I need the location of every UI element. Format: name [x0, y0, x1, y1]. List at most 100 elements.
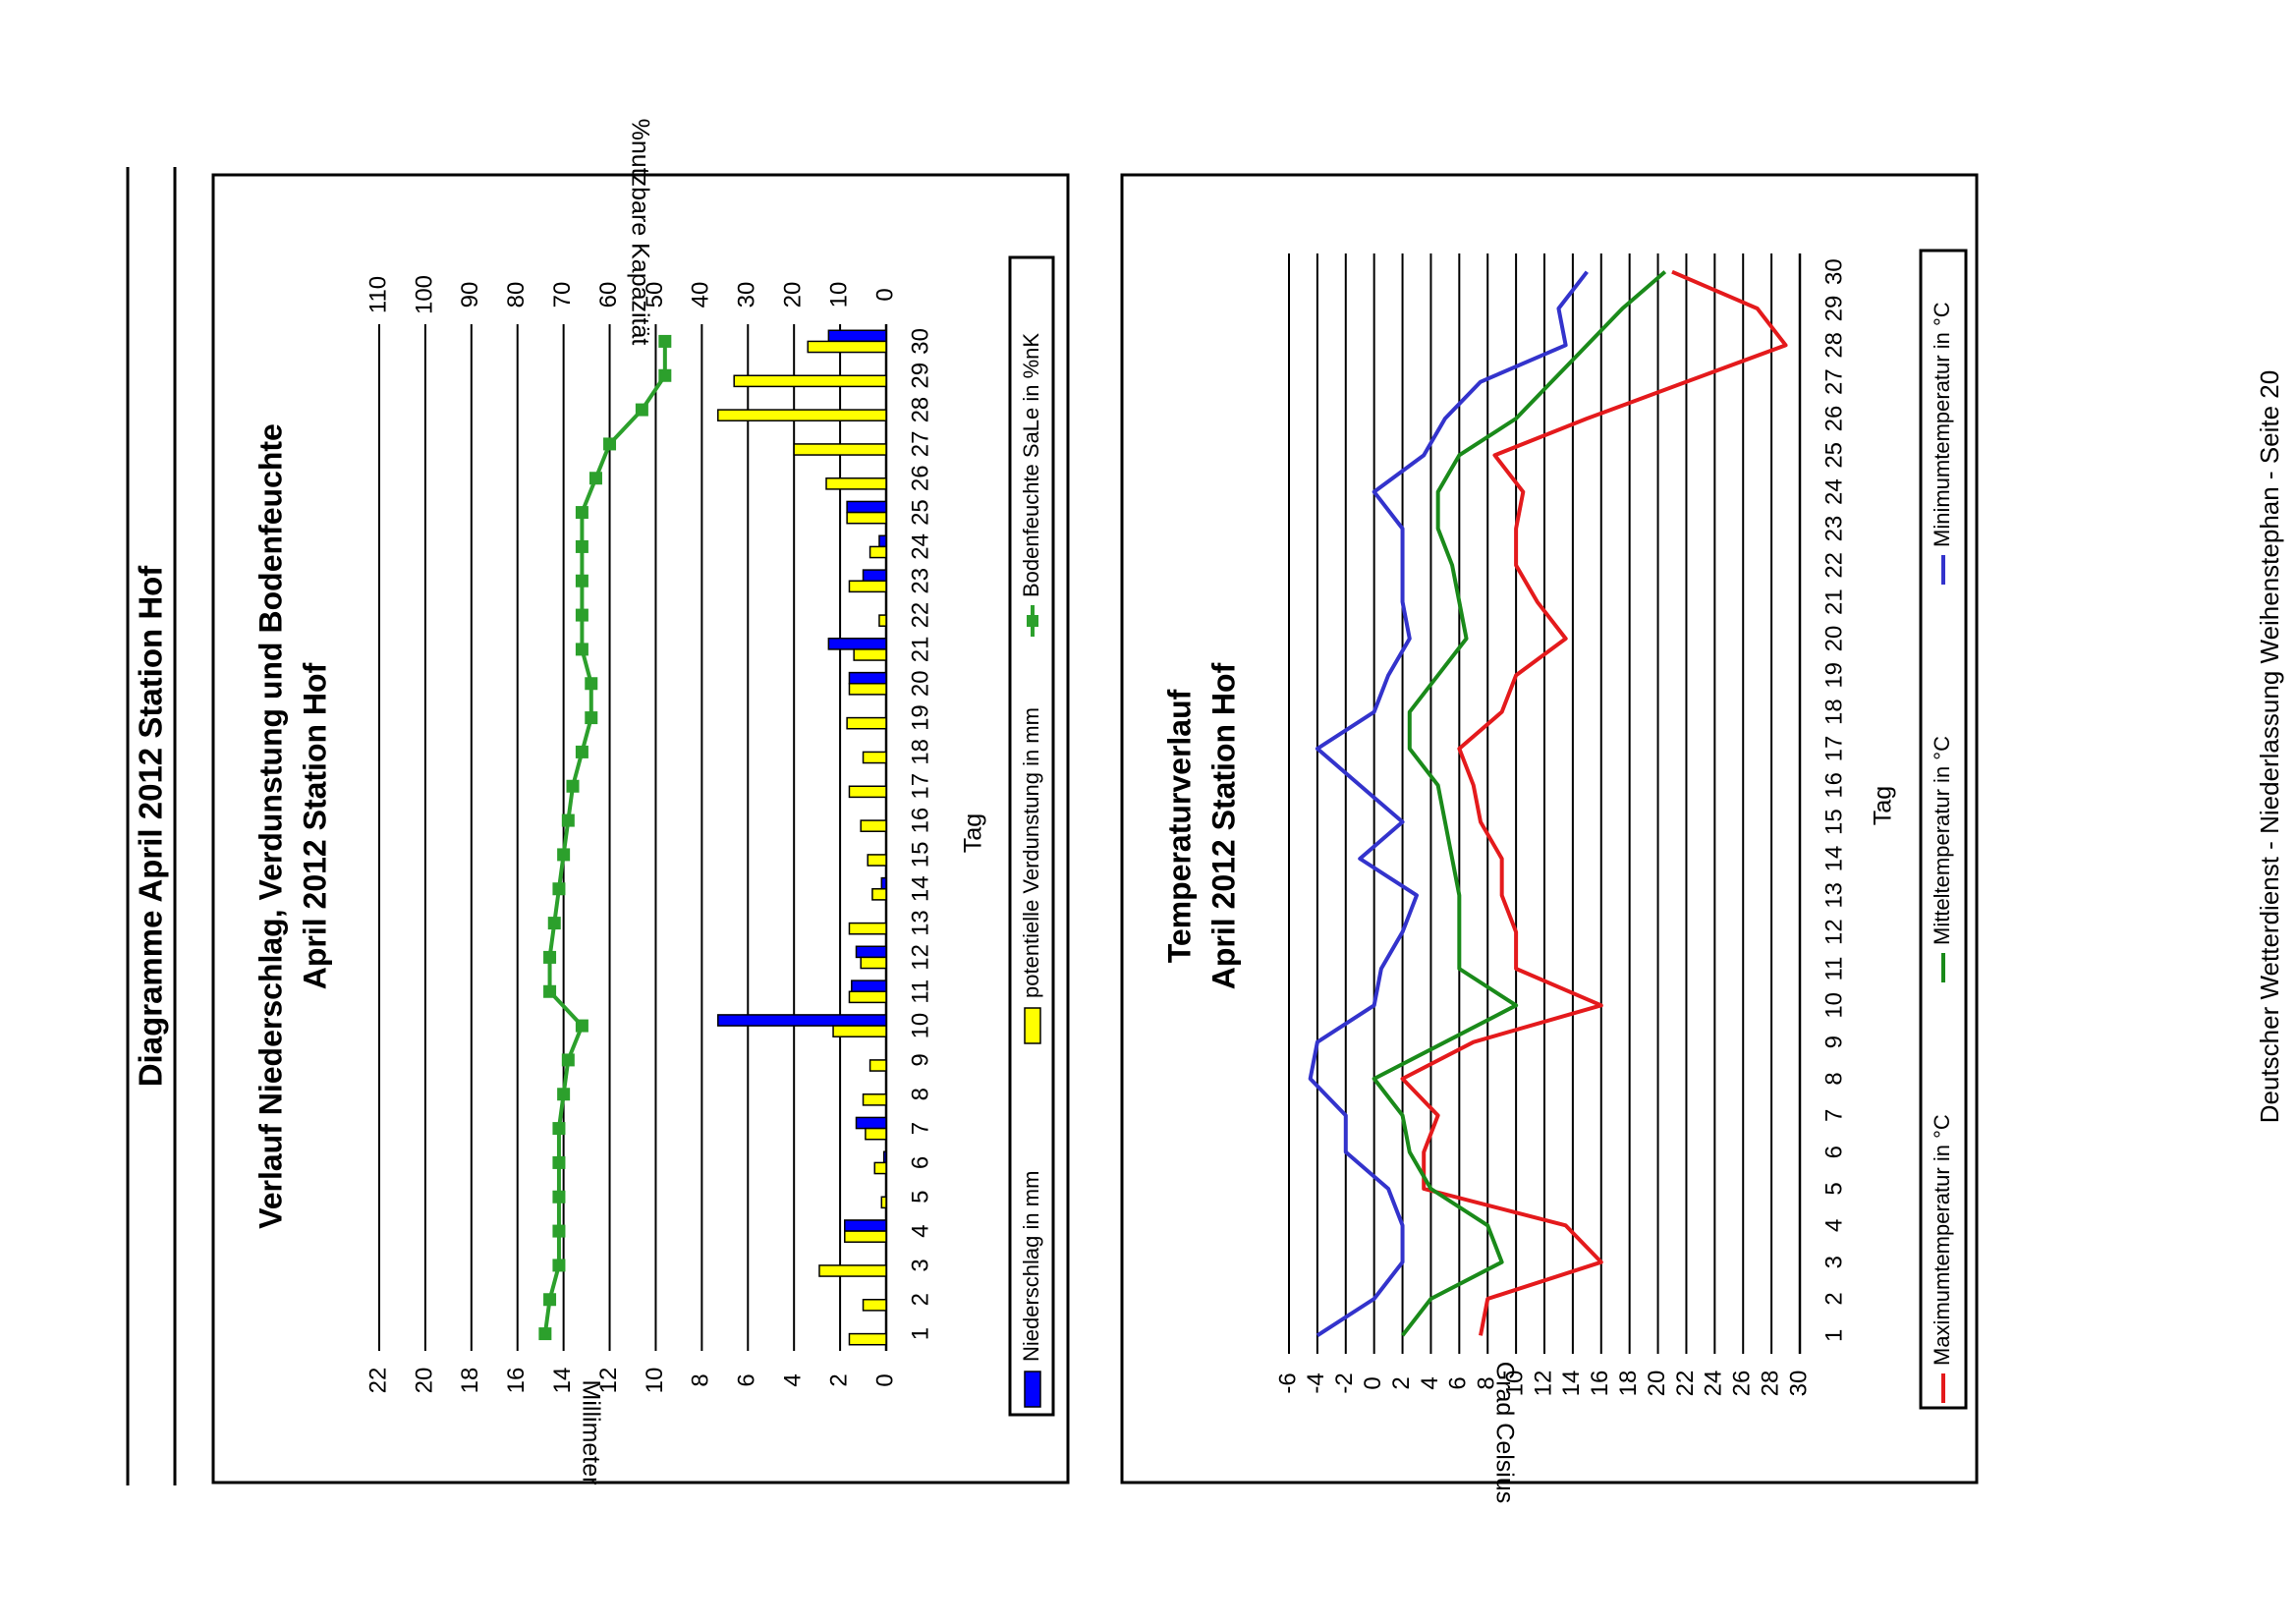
chart2-x-tick-label: 24: [1820, 478, 1847, 505]
legend-label-tmax: Maximumtemperatur in °C: [1930, 1114, 1954, 1366]
chart1-bar-verdunstung: [717, 409, 887, 421]
chart1-bar-verdunstung: [848, 683, 887, 696]
chart2-x-tick-label: 12: [1820, 919, 1847, 945]
chart1-x-tick-label-group: 29: [907, 363, 933, 389]
chart1-y-right-tick-label: 100: [411, 275, 437, 314]
chart1-x-tick-label: 27: [907, 431, 933, 458]
chart2-y-tick-label-group: 4: [1417, 1376, 1443, 1389]
chart2-x-tick-label: 30: [1820, 258, 1847, 285]
chart1-y-right-tick-label: 110: [364, 276, 391, 313]
chart2-y-tick-label-group: -4: [1303, 1372, 1329, 1393]
chart1-y-right-tick-label-group: 50: [642, 282, 668, 308]
legend-label-bodenfeuchte: Bodenfeuchte SaLe in %nK: [1019, 333, 1043, 597]
chart2-x-tick-label-group: 15: [1820, 809, 1847, 835]
chart1-x-tick-label: 9: [907, 1053, 933, 1066]
chart1-x-tick-label: 19: [907, 704, 933, 731]
chart1-y-left-tick-label-group: 10: [642, 1368, 668, 1394]
chart1-y-left-tick-label: 18: [457, 1368, 483, 1394]
chart1-x-tick-label: 15: [907, 842, 933, 868]
chart2-x-tick-label: 10: [1820, 992, 1847, 1019]
chart1-x-tick-label-group: 30: [907, 328, 933, 355]
chart2-x-tick-label: 8: [1820, 1072, 1847, 1085]
chart1-bar-niederschlag: [846, 500, 887, 514]
chart2-x-tick-label: 19: [1820, 662, 1847, 689]
chart1-bar-niederschlag: [844, 1219, 887, 1232]
chart1-x-tick-label: 28: [907, 397, 933, 423]
chart1-plot-area: 0246810121416182022010203040506070809010…: [364, 275, 933, 1393]
chart1-bar-verdunstung: [862, 751, 887, 764]
chart2-x-tick-label: 1: [1820, 1329, 1847, 1342]
legend-label-tmin: Minimumtemperatur in °C: [1930, 302, 1954, 547]
chart1-y-right-tick-label-group: 70: [549, 282, 576, 308]
chart1-x-tick-label-group: 22: [907, 602, 933, 629]
chart1-bar-verdunstung: [848, 1332, 887, 1346]
chart2-x-tick-label-group: 12: [1820, 919, 1847, 945]
page-footer: Deutscher Wetterdienst - Niederlassung W…: [2255, 370, 2284, 1123]
chart1-legend: Niederschlag in mm potentielle Verdunstu…: [1008, 255, 1055, 1417]
chart2-y-tick-label: 24: [1701, 1371, 1727, 1397]
chart1-point-bodenfeuchte: [561, 813, 575, 827]
chart2-x-tick-label: 23: [1820, 516, 1847, 542]
chart2-x-tick-label: 6: [1820, 1146, 1847, 1158]
chart2-x-tick-label: 28: [1820, 332, 1847, 359]
chart2-line-tmittel: [1372, 270, 1667, 1337]
chart2-legend-frame: [1919, 249, 1968, 1410]
chart1-x-tick-label-group: 10: [907, 1013, 933, 1039]
chart2-y-tick-label: 26: [1729, 1371, 1756, 1397]
chart2-y-tick-label-group: 18: [1615, 1371, 1642, 1397]
chart2-y-tick-label-group: 16: [1587, 1371, 1613, 1397]
chart1-y-left-tick-label: 20: [411, 1368, 437, 1394]
legend-label-tmittel: Mitteltemperatur in °C: [1930, 736, 1954, 945]
chart1-y-right-tick-label: 80: [503, 282, 530, 308]
chart1-x-tick-label: 10: [907, 1013, 933, 1039]
chart1-x-tick-label-group: 18: [907, 739, 933, 765]
chart1-x-tick-label-group: 6: [907, 1156, 933, 1169]
chart2-x-tick-label-group: 18: [1820, 699, 1847, 725]
chart2-x-tick-label: 22: [1820, 552, 1847, 579]
legend-marker-bodenfeuchte: [1027, 615, 1038, 627]
chart1-bar-verdunstung: [878, 614, 887, 627]
chart2-title-line1: Temperaturverlauf: [1161, 689, 1197, 963]
chart1-y-left-tick-label: 12: [595, 1368, 622, 1394]
chart1-y-right-tick-label-group: 90: [457, 282, 483, 308]
chart2-legend: Maximumtemperatur in °C Mitteltemperatur…: [1919, 249, 1968, 1410]
chart1-x-tick-label-group: 2: [907, 1293, 933, 1306]
chart1-point-bodenfeuchte: [547, 917, 561, 930]
chart1-y-left-tick-label-group: 4: [780, 1373, 807, 1386]
chart1-y-left-tick-label-group: 12: [595, 1368, 622, 1394]
chart1-x-tick-label: 7: [907, 1122, 933, 1135]
chart2-y-tick-label: 10: [1501, 1371, 1528, 1397]
chart1-x-tick-label-group: 8: [907, 1088, 933, 1100]
chart2-y-tick-label: 18: [1615, 1371, 1642, 1397]
chart1-point-bodenfeuchte: [557, 848, 571, 862]
chart1-point-bodenfeuchte: [575, 506, 588, 520]
chart2-y-tick-label: 16: [1587, 1371, 1613, 1397]
chart1-bar-niederschlag: [717, 1014, 887, 1027]
chart1-x-tick-label-group: 3: [907, 1259, 933, 1271]
chart2-y-tick-label: -6: [1274, 1372, 1301, 1393]
chart1-x-tick-label: 18: [907, 739, 933, 765]
chart2-x-tick-label-group: 8: [1820, 1072, 1847, 1085]
chart2-y-tick-label: 30: [1785, 1371, 1812, 1397]
chart2-x-tick-label-group: 5: [1820, 1182, 1847, 1195]
chart1-point-bodenfeuchte: [552, 882, 566, 896]
chart1-y-right-tick-label-group: 30: [734, 282, 760, 308]
chart2-x-tick-label: 17: [1820, 736, 1847, 762]
chart1-x-axis-label: Tag: [960, 813, 987, 853]
chart1-x-tick-label-group: 27: [907, 431, 933, 458]
chart1-bar-niederschlag: [862, 569, 887, 582]
chart2-x-tick-label-group: 28: [1820, 332, 1847, 359]
chart1-bar-verdunstung: [846, 716, 887, 730]
chart1-x-tick-label-group: 26: [907, 465, 933, 491]
chart1-y-left-tick-label: 22: [364, 1368, 391, 1394]
chart2-y-tick-label: -2: [1331, 1372, 1358, 1393]
chart1-y-left-tick-label: 16: [503, 1368, 530, 1394]
chart1-y-left-tick-label-group: 22: [364, 1368, 391, 1394]
chart1-point-bodenfeuchte: [635, 403, 648, 417]
chart2-x-tick-label: 16: [1820, 772, 1847, 799]
chart1-x-tick-label-group: 19: [907, 704, 933, 731]
chart1-x-tick-label-group: 17: [907, 773, 933, 800]
chart1-bar-verdunstung: [862, 1093, 887, 1106]
chart2-x-tick-label-group: 19: [1820, 662, 1847, 689]
chart1-x-tick-label-group: 24: [907, 533, 933, 560]
